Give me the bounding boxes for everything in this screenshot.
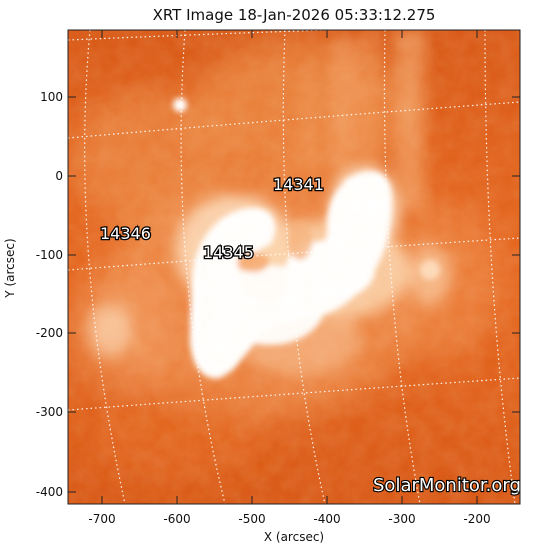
x-tick-label: -600 [163,512,190,526]
x-tick-labels: -700 -600 -500 -400 -300 -200 [88,512,490,526]
x-tick-label: -500 [238,512,265,526]
y-tick-label: -200 [36,326,63,340]
y-tick-label: -400 [36,485,63,499]
y-tick-labels: 100 0 -100 -200 -300 -400 [36,90,63,499]
y-tick-label: 100 [40,90,63,104]
figure-title: XRT Image 18-Jan-2026 05:33:12.275 [153,6,436,24]
solarmonitor-watermark: SolarMonitor.org [373,475,521,496]
y-tick-label: -300 [36,405,63,419]
plot-frame [67,29,521,505]
x-tick-label: -700 [88,512,115,526]
x-axis-title: X (arcsec) [264,530,324,544]
x-tick-label: -400 [313,512,340,526]
x-tick-label: -200 [463,512,490,526]
y-axis-title: Y (arcsec) [3,238,17,298]
x-tick-label: -300 [388,512,415,526]
active-region-label: 14346 [100,224,151,243]
active-region-label: 14345 [203,243,254,262]
y-axis-ticks [68,96,520,493]
active-region-label: 14341 [273,175,324,194]
xrt-image: 14341 14346 14345 SolarMonitor.org [68,30,521,504]
y-tick-label: -100 [36,248,63,262]
y-tick-label: 0 [55,169,63,183]
x-axis-ticks [101,30,478,504]
heliographic-grid [68,30,520,504]
